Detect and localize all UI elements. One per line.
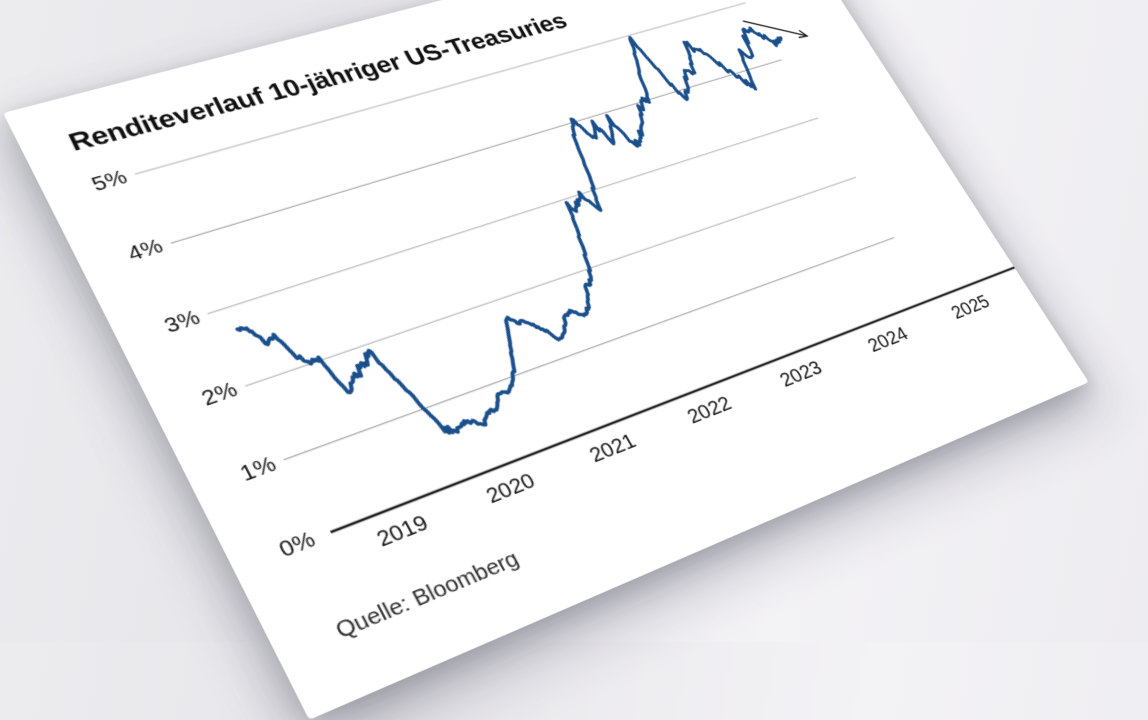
- gridline: [208, 118, 819, 314]
- gridline: [245, 177, 856, 386]
- x-axis-line: [331, 267, 1015, 532]
- line-chart: [3, 0, 1089, 720]
- yield-line: [155, 1, 923, 486]
- gridline: [135, 3, 746, 174]
- page: { "card": { "title": "Renditeverlauf 10-…: [0, 0, 1148, 644]
- chart-card: Renditeverlauf 10-jähriger US-Treasuries…: [3, 0, 1089, 720]
- gridline: [171, 60, 782, 243]
- page-background: Renditeverlauf 10-jähriger US-Treasuries…: [63, 0, 1021, 644]
